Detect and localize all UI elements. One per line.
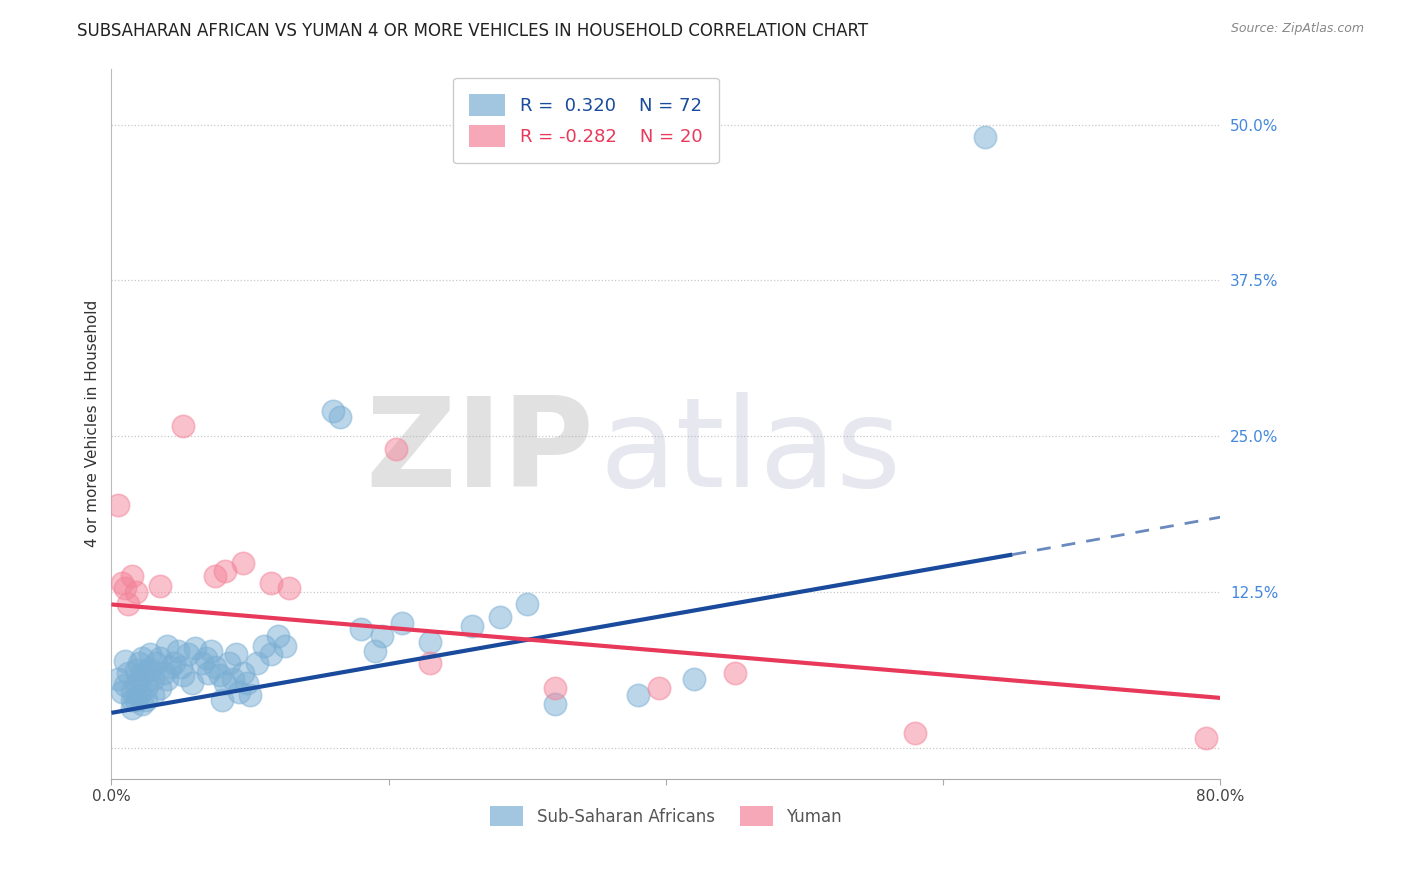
- Point: [232, 557, 254, 571]
- Point: [163, 656, 186, 670]
- Point: [682, 672, 704, 686]
- Point: [139, 664, 162, 678]
- Point: [145, 656, 167, 670]
- Point: [121, 568, 143, 582]
- Point: [190, 656, 212, 670]
- Point: [273, 639, 295, 653]
- Point: [131, 697, 153, 711]
- Point: [149, 681, 172, 695]
- Point: [648, 681, 671, 695]
- Point: [419, 656, 441, 670]
- Point: [973, 130, 995, 145]
- Point: [135, 693, 157, 707]
- Point: [125, 664, 148, 678]
- Y-axis label: 4 or more Vehicles in Household: 4 or more Vehicles in Household: [86, 300, 100, 548]
- Point: [329, 410, 352, 425]
- Point: [260, 576, 283, 591]
- Point: [214, 564, 236, 578]
- Point: [277, 581, 299, 595]
- Point: [222, 672, 245, 686]
- Point: [131, 651, 153, 665]
- Point: [214, 676, 236, 690]
- Point: [516, 598, 538, 612]
- Point: [173, 668, 195, 682]
- Point: [350, 623, 373, 637]
- Point: [121, 701, 143, 715]
- Point: [117, 598, 139, 612]
- Point: [107, 672, 129, 686]
- Point: [114, 678, 136, 692]
- Point: [156, 672, 179, 686]
- Point: [135, 681, 157, 695]
- Point: [1195, 731, 1218, 745]
- Point: [153, 665, 176, 680]
- Point: [544, 681, 567, 695]
- Point: [322, 404, 344, 418]
- Point: [218, 656, 240, 670]
- Point: [208, 668, 231, 682]
- Point: [125, 678, 148, 692]
- Point: [627, 689, 650, 703]
- Point: [544, 697, 567, 711]
- Point: [200, 643, 222, 657]
- Point: [724, 665, 747, 680]
- Point: [267, 629, 290, 643]
- Point: [170, 659, 193, 673]
- Point: [121, 693, 143, 707]
- Point: [167, 643, 190, 657]
- Point: [149, 651, 172, 665]
- Point: [125, 585, 148, 599]
- Point: [131, 668, 153, 682]
- Point: [139, 648, 162, 662]
- Point: [488, 610, 510, 624]
- Point: [149, 579, 172, 593]
- Point: [364, 643, 387, 657]
- Point: [260, 648, 283, 662]
- Point: [232, 665, 254, 680]
- Point: [904, 726, 927, 740]
- Point: [180, 676, 202, 690]
- Point: [114, 581, 136, 595]
- Point: [156, 639, 179, 653]
- Text: SUBSAHARAN AFRICAN VS YUMAN 4 OR MORE VEHICLES IN HOUSEHOLD CORRELATION CHART: SUBSAHARAN AFRICAN VS YUMAN 4 OR MORE VE…: [77, 22, 869, 40]
- Point: [128, 656, 150, 670]
- Point: [111, 576, 134, 591]
- Point: [107, 498, 129, 512]
- Point: [176, 648, 198, 662]
- Point: [128, 672, 150, 686]
- Point: [194, 651, 217, 665]
- Point: [236, 676, 259, 690]
- Point: [204, 659, 226, 673]
- Point: [461, 618, 484, 632]
- Point: [128, 689, 150, 703]
- Point: [253, 639, 276, 653]
- Point: [228, 684, 250, 698]
- Point: [121, 684, 143, 698]
- Point: [384, 442, 406, 456]
- Point: [391, 616, 413, 631]
- Point: [225, 648, 247, 662]
- Point: [239, 689, 262, 703]
- Point: [204, 568, 226, 582]
- Text: Source: ZipAtlas.com: Source: ZipAtlas.com: [1230, 22, 1364, 36]
- Point: [370, 629, 392, 643]
- Point: [173, 419, 195, 434]
- Text: atlas: atlas: [599, 392, 901, 513]
- Point: [183, 641, 205, 656]
- Point: [135, 664, 157, 678]
- Point: [211, 693, 233, 707]
- Point: [419, 635, 441, 649]
- Point: [197, 665, 219, 680]
- Point: [159, 659, 181, 673]
- Point: [246, 656, 269, 670]
- Point: [111, 684, 134, 698]
- Legend: Sub-Saharan Africans, Yuman: Sub-Saharan Africans, Yuman: [481, 797, 851, 835]
- Point: [142, 672, 165, 686]
- Point: [125, 693, 148, 707]
- Point: [142, 689, 165, 703]
- Text: ZIP: ZIP: [366, 392, 593, 513]
- Point: [114, 653, 136, 667]
- Point: [117, 665, 139, 680]
